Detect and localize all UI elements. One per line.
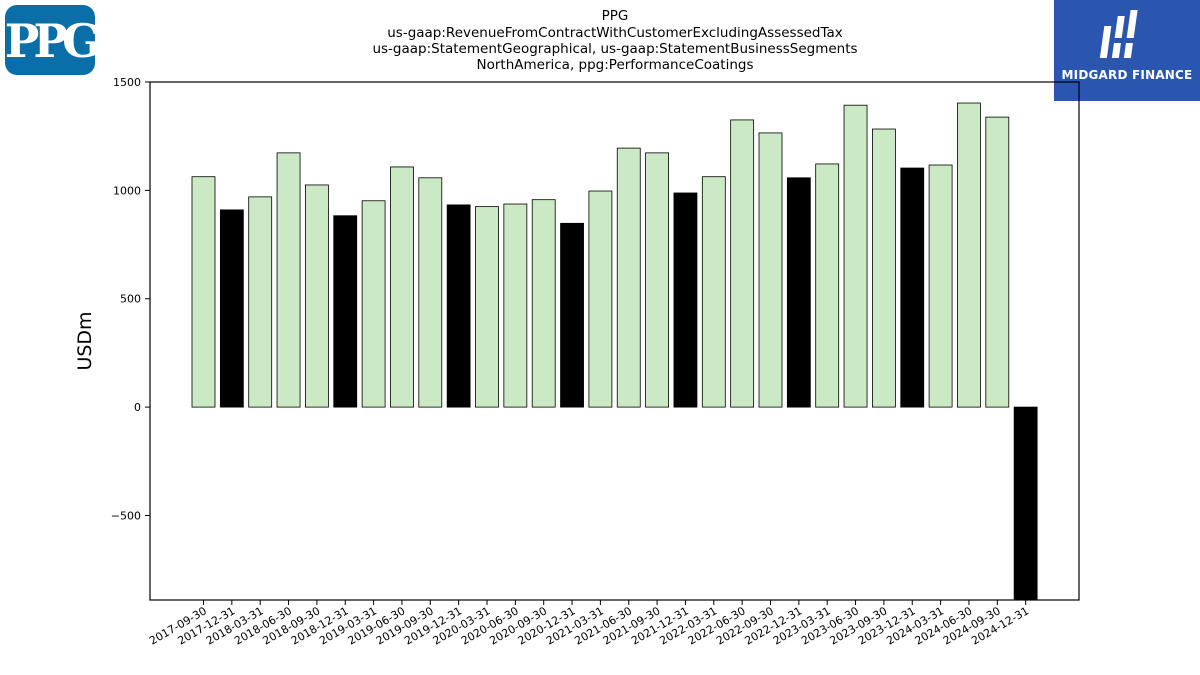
title-line-1: PPG — [602, 8, 629, 24]
ppg-logo: PPG — [5, 5, 95, 75]
bar-2017-09-30 — [191, 176, 216, 408]
bar-2019-12-31 — [446, 204, 471, 408]
midgard-finance-logo-icon — [1099, 10, 1146, 58]
bars-group — [191, 102, 1038, 601]
bar-2021-09-30 — [645, 152, 669, 408]
bar-2023-12-31 — [900, 167, 925, 408]
y-tick-label: −500 — [111, 509, 141, 522]
title-line-4: NorthAmerica, ppg:PerformanceCoatings — [477, 57, 754, 73]
y-axis: −500 0 500 1000 1500 — [111, 76, 150, 522]
ppg-logo-icon: PPG — [5, 14, 95, 68]
y-axis-label: USDm — [74, 311, 96, 370]
ppg-logo-text: PPG — [5, 14, 95, 68]
x-axis: 2017-09-302017-12-312018-03-312018-06-30… — [147, 600, 1031, 648]
bar-2021-06-30 — [616, 147, 641, 408]
bar-2020-06-30 — [503, 203, 528, 408]
bar-2020-09-30 — [531, 199, 556, 408]
title-line-2: us-gaap:RevenueFromContractWithCustomerE… — [387, 25, 843, 41]
bar-2018-09-30 — [304, 184, 329, 408]
plot-frame — [149, 81, 1080, 601]
y-tick-label: 500 — [120, 293, 141, 306]
title-line-3: us-gaap:StatementGeographical, us-gaap:S… — [372, 41, 857, 57]
y-tick-label: 0 — [134, 401, 141, 414]
bar-2024-03-31 — [928, 164, 953, 408]
bar-2019-03-31 — [361, 200, 386, 408]
bar-2022-12-31 — [786, 177, 811, 408]
bar-2020-03-31 — [475, 206, 499, 408]
bar-2023-03-31 — [815, 163, 840, 408]
midgard-finance-logo: MIDGARD FINANCE — [1054, 0, 1200, 101]
bar-2022-03-31 — [701, 176, 726, 408]
bar-2019-09-30 — [418, 177, 443, 408]
bar-2022-06-30 — [730, 119, 755, 408]
bar-2022-09-30 — [758, 132, 783, 408]
bar-2021-12-31 — [673, 192, 698, 408]
bar-2018-03-31 — [248, 196, 273, 408]
y-tick-label: 1500 — [113, 76, 141, 89]
bar-2024-09-30 — [985, 116, 1010, 408]
bar-2023-06-30 — [843, 104, 868, 408]
bar-2024-12-31 — [1013, 406, 1038, 601]
bar-2021-03-31 — [588, 190, 613, 408]
bar-2018-06-30 — [276, 152, 301, 408]
bar-2023-09-30 — [872, 128, 896, 408]
y-tick-label: 1000 — [113, 184, 141, 197]
bar-2019-06-30 — [390, 166, 414, 408]
bar-2024-06-30 — [957, 102, 981, 408]
bar-2017-12-31 — [219, 209, 244, 408]
chart-title: PPG us-gaap:RevenueFromContractWithCusto… — [372, 8, 857, 73]
bar-2018-12-31 — [333, 215, 358, 408]
midgard-finance-text: MIDGARD FINANCE — [1061, 68, 1193, 82]
bar-2020-12-31 — [560, 222, 584, 408]
